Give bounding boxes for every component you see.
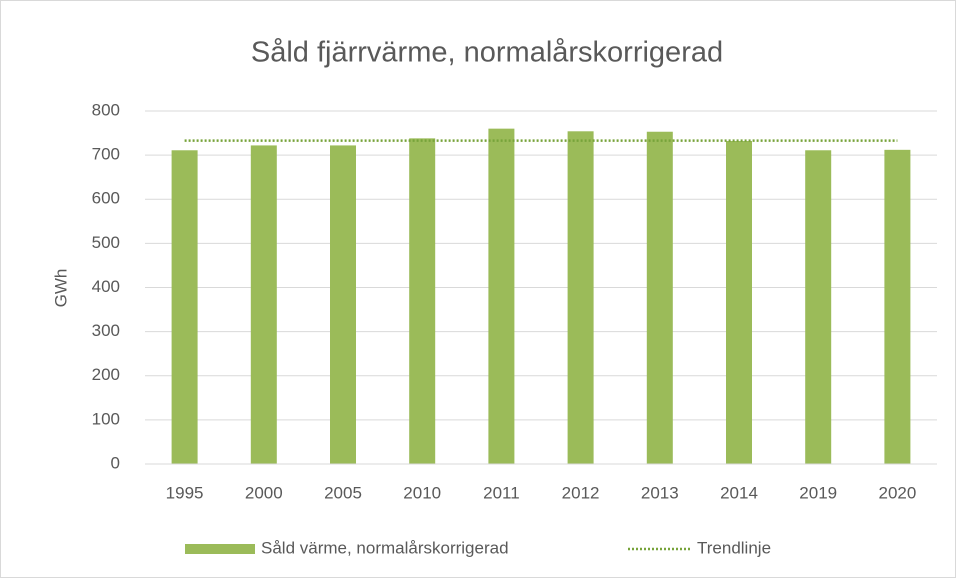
y-tick-label: 600: [92, 189, 120, 208]
y-tick-label: 500: [92, 233, 120, 252]
x-tick-label: 2000: [245, 483, 283, 502]
bar: [330, 145, 356, 465]
x-tick-label: 2020: [878, 483, 916, 502]
bar: [884, 149, 911, 464]
bar: [805, 150, 832, 465]
bar: [726, 141, 752, 464]
x-tick-label: 2013: [641, 483, 679, 502]
y-axis-label: GWh: [51, 269, 70, 308]
x-tick-label: 2019: [799, 483, 837, 502]
y-tick-label: 800: [92, 100, 120, 119]
x-tick-label: 1995: [166, 483, 204, 502]
bar: [567, 131, 594, 465]
bar: [488, 128, 515, 464]
y-tick-label: 100: [92, 409, 120, 428]
y-tick-label: 200: [92, 365, 120, 384]
y-tick-label: 700: [92, 145, 120, 164]
bar: [409, 138, 436, 465]
bar: [250, 145, 277, 465]
y-tick-label: 300: [92, 321, 120, 340]
y-tick-label: 0: [111, 453, 120, 472]
y-tick-label: 400: [92, 277, 120, 296]
bar: [171, 150, 198, 465]
chart-title: Såld fjärrvärme, normalårskorrigerad: [251, 37, 723, 69]
x-tick-label: 2012: [562, 483, 600, 502]
legend-label: Såld värme, normalårskorrigerad: [261, 538, 509, 557]
bar: [646, 131, 673, 464]
x-tick-label: 2014: [720, 483, 758, 502]
x-tick-label: 2011: [483, 483, 520, 502]
legend-label: Trendlinje: [697, 538, 771, 557]
x-tick-label: 2010: [403, 483, 441, 502]
legend-swatch: [185, 544, 255, 554]
x-tick-label: 2005: [324, 483, 362, 502]
